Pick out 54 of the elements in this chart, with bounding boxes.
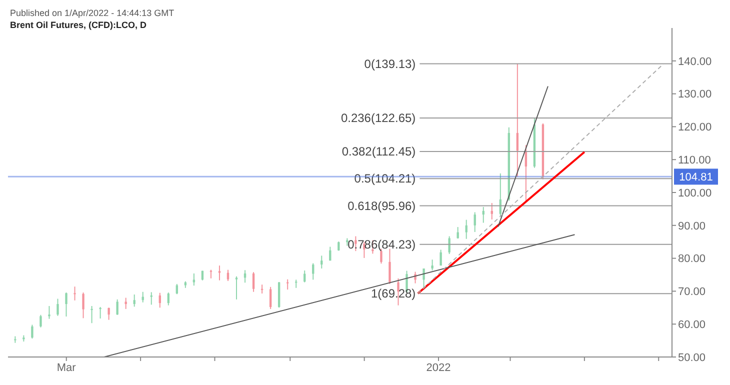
y-tick-label: 130.00 [678,88,712,101]
candlestick [116,298,118,316]
candlestick [74,286,76,301]
candlestick [192,272,196,286]
candlestick [252,272,255,292]
y-tick-label: 90.00 [678,220,706,232]
candlestick [167,292,170,306]
candlestick [440,249,442,266]
candlestick [218,265,221,281]
candlestick [226,269,230,282]
candlestick [269,286,272,310]
ref-line-label: 0.382(112.45) [342,144,416,159]
ref-line-label: 0.5(104.21) [354,172,416,186]
candlestick [150,292,152,306]
ref-line-label: 0.618(95.96) [348,198,416,213]
candlestick [422,268,425,290]
ref-line-label: 0(139.13) [364,56,416,71]
y-tick-label: 120.00 [678,122,712,134]
y-tick-label: 80.00 [678,253,706,266]
chart-title: Brent Oil Futures, (CFD):LCO, D [10,20,146,30]
ref-line-label: 104.81 [679,172,713,184]
candlestick [90,306,93,324]
candlestick [448,236,450,255]
y-tick-label: 70.00 [678,286,706,298]
candlestick [320,255,323,269]
candlestick [133,294,136,308]
candlestick [56,298,59,316]
candlestick [312,262,314,280]
y-tick-label: 60.00 [678,319,706,332]
candlestick [456,226,459,240]
candlestick [99,306,102,320]
chart-subtitle: Published on 1/Apr/2022 - 14:44:13 GMT [10,8,174,18]
candlestick [474,212,476,232]
candlestick [329,246,332,262]
y-tick-label: 110.00 [678,154,711,167]
candlestick [40,314,42,328]
candlestick [465,219,468,240]
y-tick-label: 50.00 [678,352,706,364]
candlestick [158,292,161,308]
candlestick [516,63,519,178]
y-tick-label: 100.00 [678,187,712,200]
x-tick-label: Mar [56,362,76,374]
candlestick [431,259,434,271]
candlestick [108,307,110,320]
candlestick [235,276,238,300]
candlestick [65,292,68,318]
candlestick [31,324,34,340]
candlestick [490,202,493,220]
candlestick [82,292,84,319]
ref-line-label: 0.236(122.65) [340,110,416,125]
candlestick [48,306,50,320]
x-tick-label: 2022 [426,362,451,374]
y-tick-label: 140.00 [678,56,712,68]
candlestick [124,297,127,310]
